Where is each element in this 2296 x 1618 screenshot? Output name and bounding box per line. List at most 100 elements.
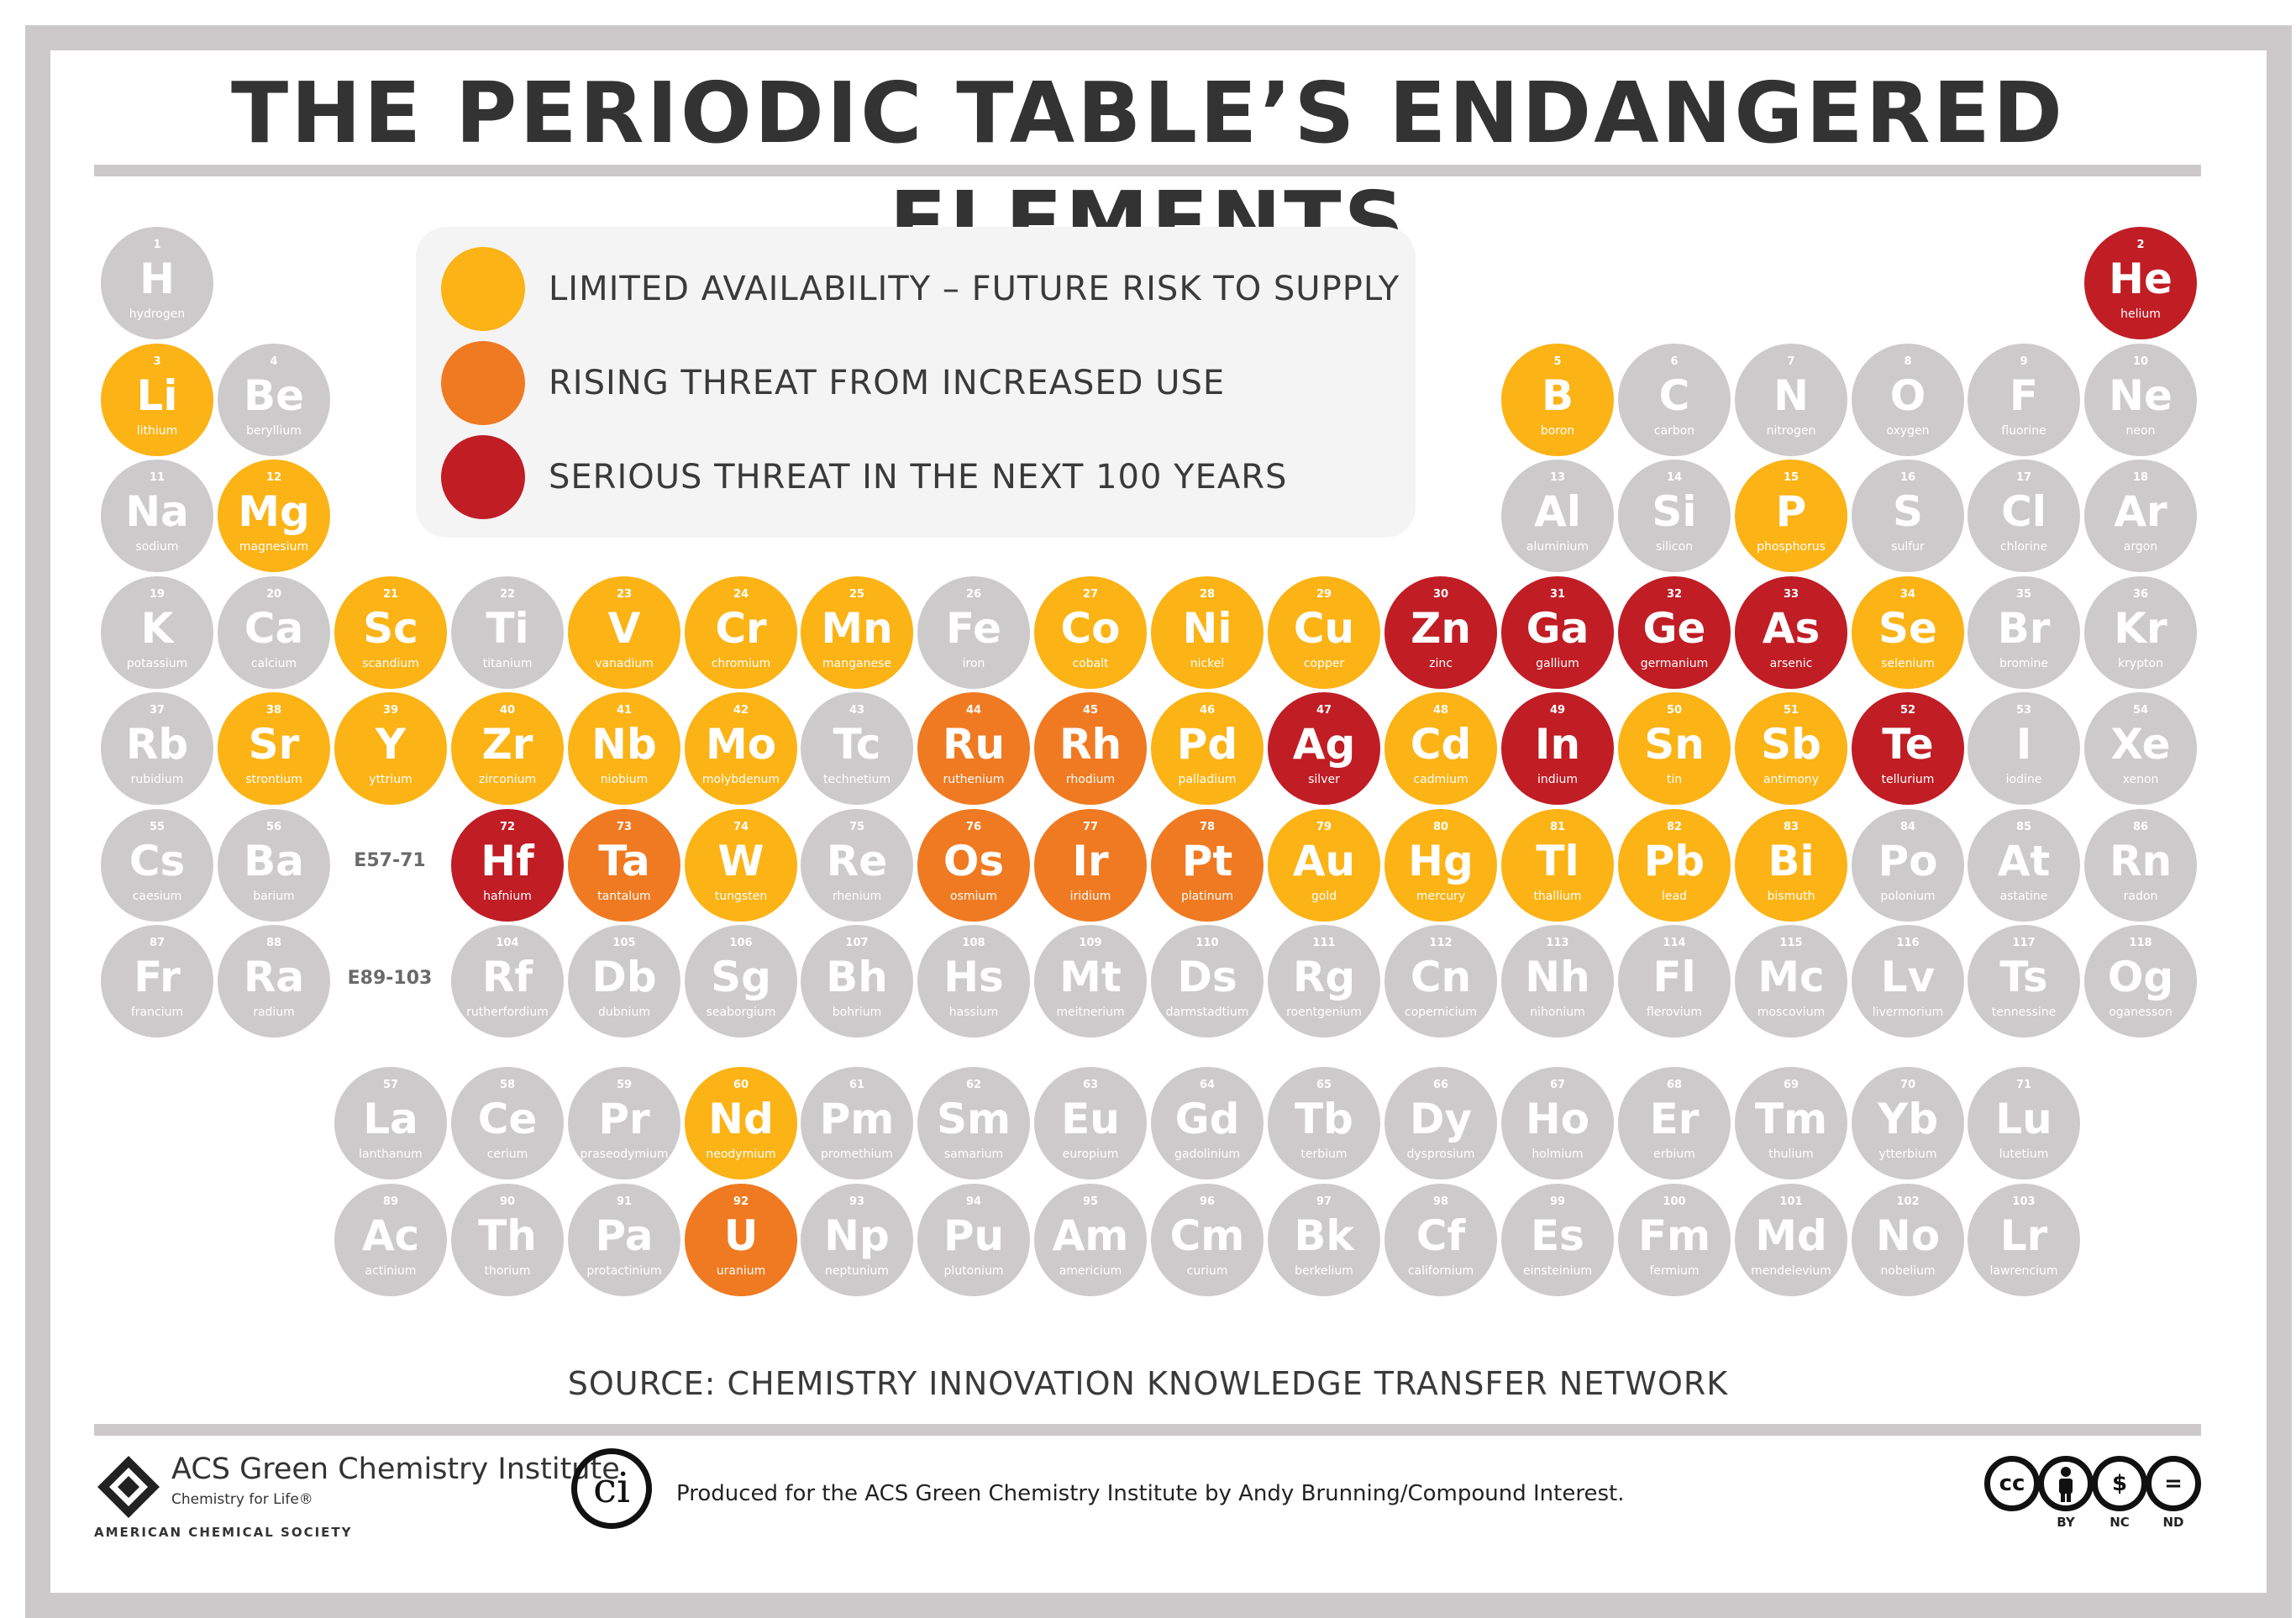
element-symbol: Hs — [943, 953, 1004, 1001]
atomic-number: 48 — [1432, 704, 1449, 717]
element-name: zinc — [1429, 657, 1453, 670]
element-name: californium — [1407, 1264, 1474, 1278]
element-symbol: Os — [943, 837, 1005, 885]
element-name: nihonium — [1530, 1006, 1585, 1019]
element-name: americium — [1059, 1264, 1122, 1278]
element-symbol: Ac — [361, 1211, 420, 1260]
element-name: darmstadtium — [1165, 1006, 1249, 1019]
element-symbol: Sb — [1761, 720, 1821, 769]
element-ac: 89 Ac actinium — [334, 1184, 447, 1296]
element-mn: 25 Mn manganese — [801, 576, 913, 689]
atomic-number: 118 — [2129, 937, 2152, 949]
element-name: dysprosium — [1406, 1148, 1475, 1161]
element-name: fermium — [1649, 1264, 1700, 1278]
element-es: 99 Es einsteinium — [1501, 1184, 1614, 1296]
element-symbol: U — [723, 1211, 759, 1260]
element-symbol: Br — [1997, 604, 2051, 653]
element-symbol: Pm — [819, 1095, 895, 1143]
element-name: niobium — [600, 773, 649, 786]
element-symbol: Bk — [1294, 1211, 1354, 1260]
element-name: bismuth — [1767, 890, 1815, 903]
element-symbol: Ne — [2109, 371, 2173, 420]
element-sb: 51 Sb antimony — [1735, 692, 1847, 805]
atomic-number: 71 — [2015, 1079, 2032, 1091]
element-name: rutherfordium — [466, 1006, 549, 1019]
element-ti: 22 Ti titanium — [451, 576, 564, 689]
element-as: 33 As arsenic — [1735, 576, 1847, 689]
atomic-number: 95 — [1082, 1195, 1099, 1208]
element-name: strontium — [245, 773, 302, 786]
element-na: 11 Na sodium — [101, 460, 213, 572]
element-gd: 64 Gd gadolinium — [1151, 1067, 1264, 1179]
element-np: 93 Np neptunium — [801, 1184, 913, 1296]
element-symbol: Be — [243, 371, 305, 420]
element-hs: 108 Hs hassium — [917, 925, 1030, 1038]
element-name: cadmium — [1413, 773, 1468, 786]
element-cl: 17 Cl chlorine — [1968, 460, 2080, 572]
atomic-number: 30 — [1432, 588, 1449, 601]
element-ho: 67 Ho holmium — [1501, 1067, 1614, 1179]
element-ts: 117 Ts tennessine — [1968, 925, 2080, 1038]
atomic-number: 61 — [849, 1079, 865, 1091]
element-name: cerium — [486, 1148, 528, 1161]
element-cn: 112 Cn copernicium — [1384, 925, 1497, 1038]
element-pr: 59 Pr praseodymium — [568, 1067, 680, 1179]
atomic-number: 90 — [499, 1195, 516, 1208]
element-fm: 100 Fm fermium — [1618, 1184, 1731, 1296]
element-symbol: Es — [1531, 1211, 1584, 1260]
by-icon — [2038, 1456, 2094, 1511]
element-symbol: Ag — [1292, 720, 1356, 769]
element-name: scandium — [362, 657, 419, 670]
element-cm: 96 Cm curium — [1151, 1184, 1264, 1296]
atomic-number: 70 — [1899, 1079, 1916, 1091]
element-symbol: Tc — [833, 720, 881, 769]
element-name: europium — [1062, 1148, 1119, 1161]
element-symbol: Te — [1882, 720, 1934, 769]
atomic-number: 78 — [1199, 821, 1216, 833]
atomic-number: 111 — [1312, 937, 1336, 949]
license-label-nd: ND — [2162, 1515, 2184, 1530]
lanthanide-range-label: E57-71 — [354, 850, 426, 871]
element-name: silicon — [1655, 540, 1694, 554]
element-la: 57 La lanthanum — [334, 1067, 447, 1179]
element-symbol: Lr — [1999, 1211, 2048, 1260]
atomic-number: 58 — [499, 1079, 516, 1091]
atomic-number: 113 — [1546, 937, 1569, 949]
element-name: boron — [1540, 424, 1575, 438]
element-name: neptunium — [824, 1264, 889, 1278]
element-nb: 41 Nb niobium — [568, 692, 680, 805]
atomic-number: 56 — [265, 821, 282, 833]
element-symbol: F — [2009, 371, 2039, 420]
element-symbol: Sc — [363, 604, 418, 653]
element-symbol: Ce — [477, 1095, 538, 1143]
atomic-number: 9 — [2020, 355, 2028, 368]
element-name: holmium — [1532, 1148, 1584, 1161]
element-symbol: Ti — [486, 604, 529, 653]
element-name: oxygen — [1886, 424, 1930, 438]
element-symbol: Bh — [826, 953, 888, 1001]
element-se: 34 Se selenium — [1852, 576, 1964, 689]
atomic-number: 52 — [1899, 704, 1916, 717]
element-name: neon — [2125, 424, 2156, 438]
element-sc: 21 Sc scandium — [334, 576, 447, 689]
atomic-number: 38 — [265, 704, 282, 717]
element-cf: 98 Cf californium — [1384, 1184, 1497, 1296]
element-name: uranium — [716, 1264, 766, 1278]
element-li: 3 Li lithium — [101, 344, 213, 456]
element-symbol: At — [1997, 837, 2051, 885]
element-symbol: Pt — [1181, 837, 1233, 885]
element-name: sodium — [135, 540, 179, 554]
element-pt: 78 Pt platinum — [1151, 809, 1264, 922]
element-name: technetium — [822, 773, 891, 786]
element-name: platinum — [1180, 890, 1234, 903]
element-name: ytterbium — [1878, 1148, 1937, 1161]
element-symbol: Cd — [1410, 720, 1472, 769]
atomic-number: 63 — [1082, 1079, 1099, 1091]
element-symbol: Ta — [598, 837, 650, 885]
element-symbol: Ts — [1999, 953, 2048, 1001]
element-symbol: Ds — [1177, 953, 1237, 1001]
